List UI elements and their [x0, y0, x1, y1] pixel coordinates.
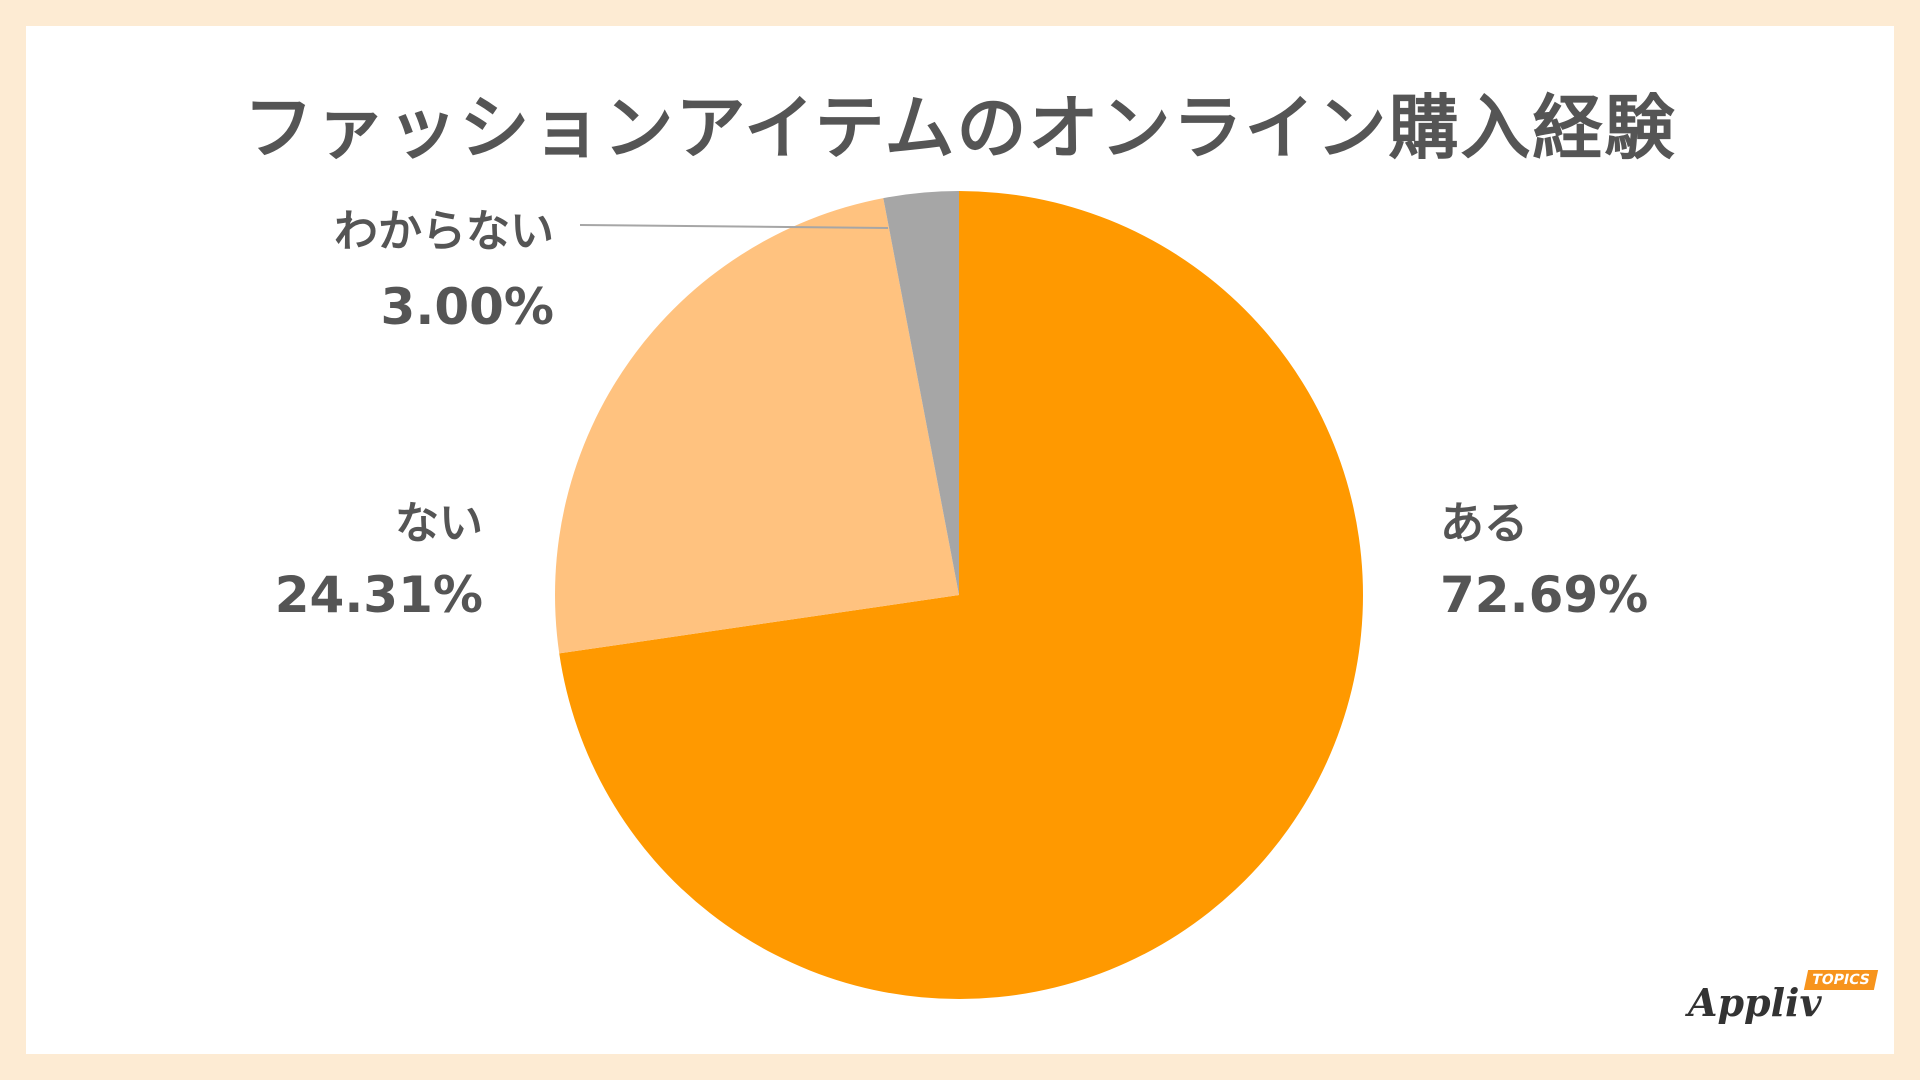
leader-line-wakaranai — [579, 224, 889, 229]
pie-labels: ある 72.69% ない 24.31% わからない 3.00% — [275, 206, 1649, 624]
slice-value-aru: 72.69% — [1440, 566, 1648, 624]
slice-value-wakaranai: 3.00% — [381, 278, 554, 336]
slice-label-aru: ある — [1440, 498, 1528, 549]
appliv-logo: Appliv TOPICS — [1688, 970, 1878, 1030]
pie-slices — [554, 191, 1363, 1000]
pie-slice-nai — [554, 198, 959, 654]
logo-badge: TOPICS — [1803, 970, 1878, 990]
chart-title: ファッションアイテムのオンライン購入経験 — [243, 87, 1677, 169]
logo-wordmark: Appliv — [1688, 980, 1822, 1025]
slice-label-nai: ない — [395, 498, 483, 549]
pie-slice-wakaranai — [883, 191, 959, 595]
pie-slice-aru — [559, 191, 1363, 1000]
slice-value-nai: 24.31% — [275, 566, 483, 624]
slice-label-wakaranai: わからない — [334, 206, 554, 257]
